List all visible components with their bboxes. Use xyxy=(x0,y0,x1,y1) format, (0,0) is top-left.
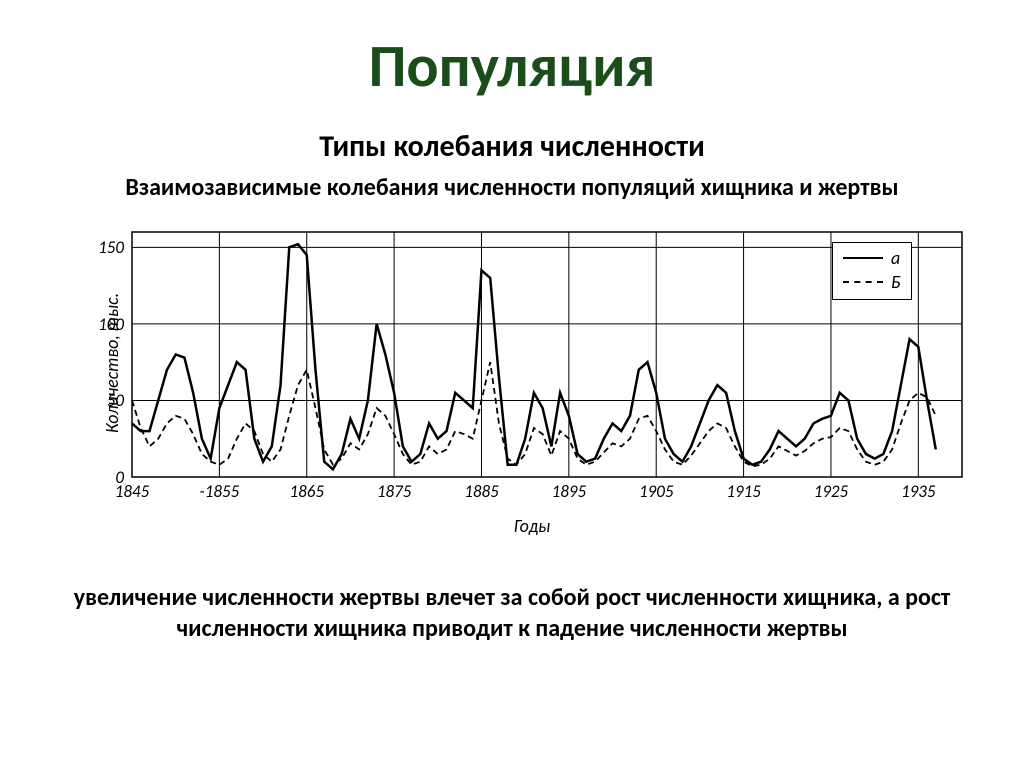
population-chart: Количество, тыс. Годы а Б 0501001501845-… xyxy=(72,212,992,532)
y-tick-label: 100 xyxy=(84,314,124,335)
legend-line-solid xyxy=(843,257,883,259)
x-tick-label: 1905 xyxy=(631,481,681,502)
x-tick-label: 1925 xyxy=(806,481,856,502)
x-tick-label: 1935 xyxy=(893,481,943,502)
conclusion-text: увеличение численности жертвы влечет за … xyxy=(0,582,1024,644)
legend-item-a: а xyxy=(843,247,901,269)
legend-line-dashed xyxy=(843,281,883,283)
legend-item-b: Б xyxy=(843,271,901,293)
page-title: Популяция xyxy=(369,30,656,103)
x-tick-label: 1845 xyxy=(107,481,157,502)
x-tick-label: -1855 xyxy=(194,481,244,502)
x-tick-label: 1875 xyxy=(369,481,419,502)
subtitle: Типы колебания численности xyxy=(319,128,705,165)
y-tick-label: 150 xyxy=(84,237,124,258)
x-axis-label: Годы xyxy=(514,515,551,537)
description: Взаимозависимые колебания численности по… xyxy=(125,173,898,202)
chart-legend: а Б xyxy=(832,242,912,300)
legend-label-a: а xyxy=(891,247,900,269)
x-tick-label: 1895 xyxy=(544,481,594,502)
y-tick-label: 50 xyxy=(84,390,124,411)
x-tick-label: 1885 xyxy=(456,481,506,502)
x-tick-label: 1865 xyxy=(282,481,332,502)
legend-label-b: Б xyxy=(891,271,901,293)
x-tick-label: 1915 xyxy=(719,481,769,502)
